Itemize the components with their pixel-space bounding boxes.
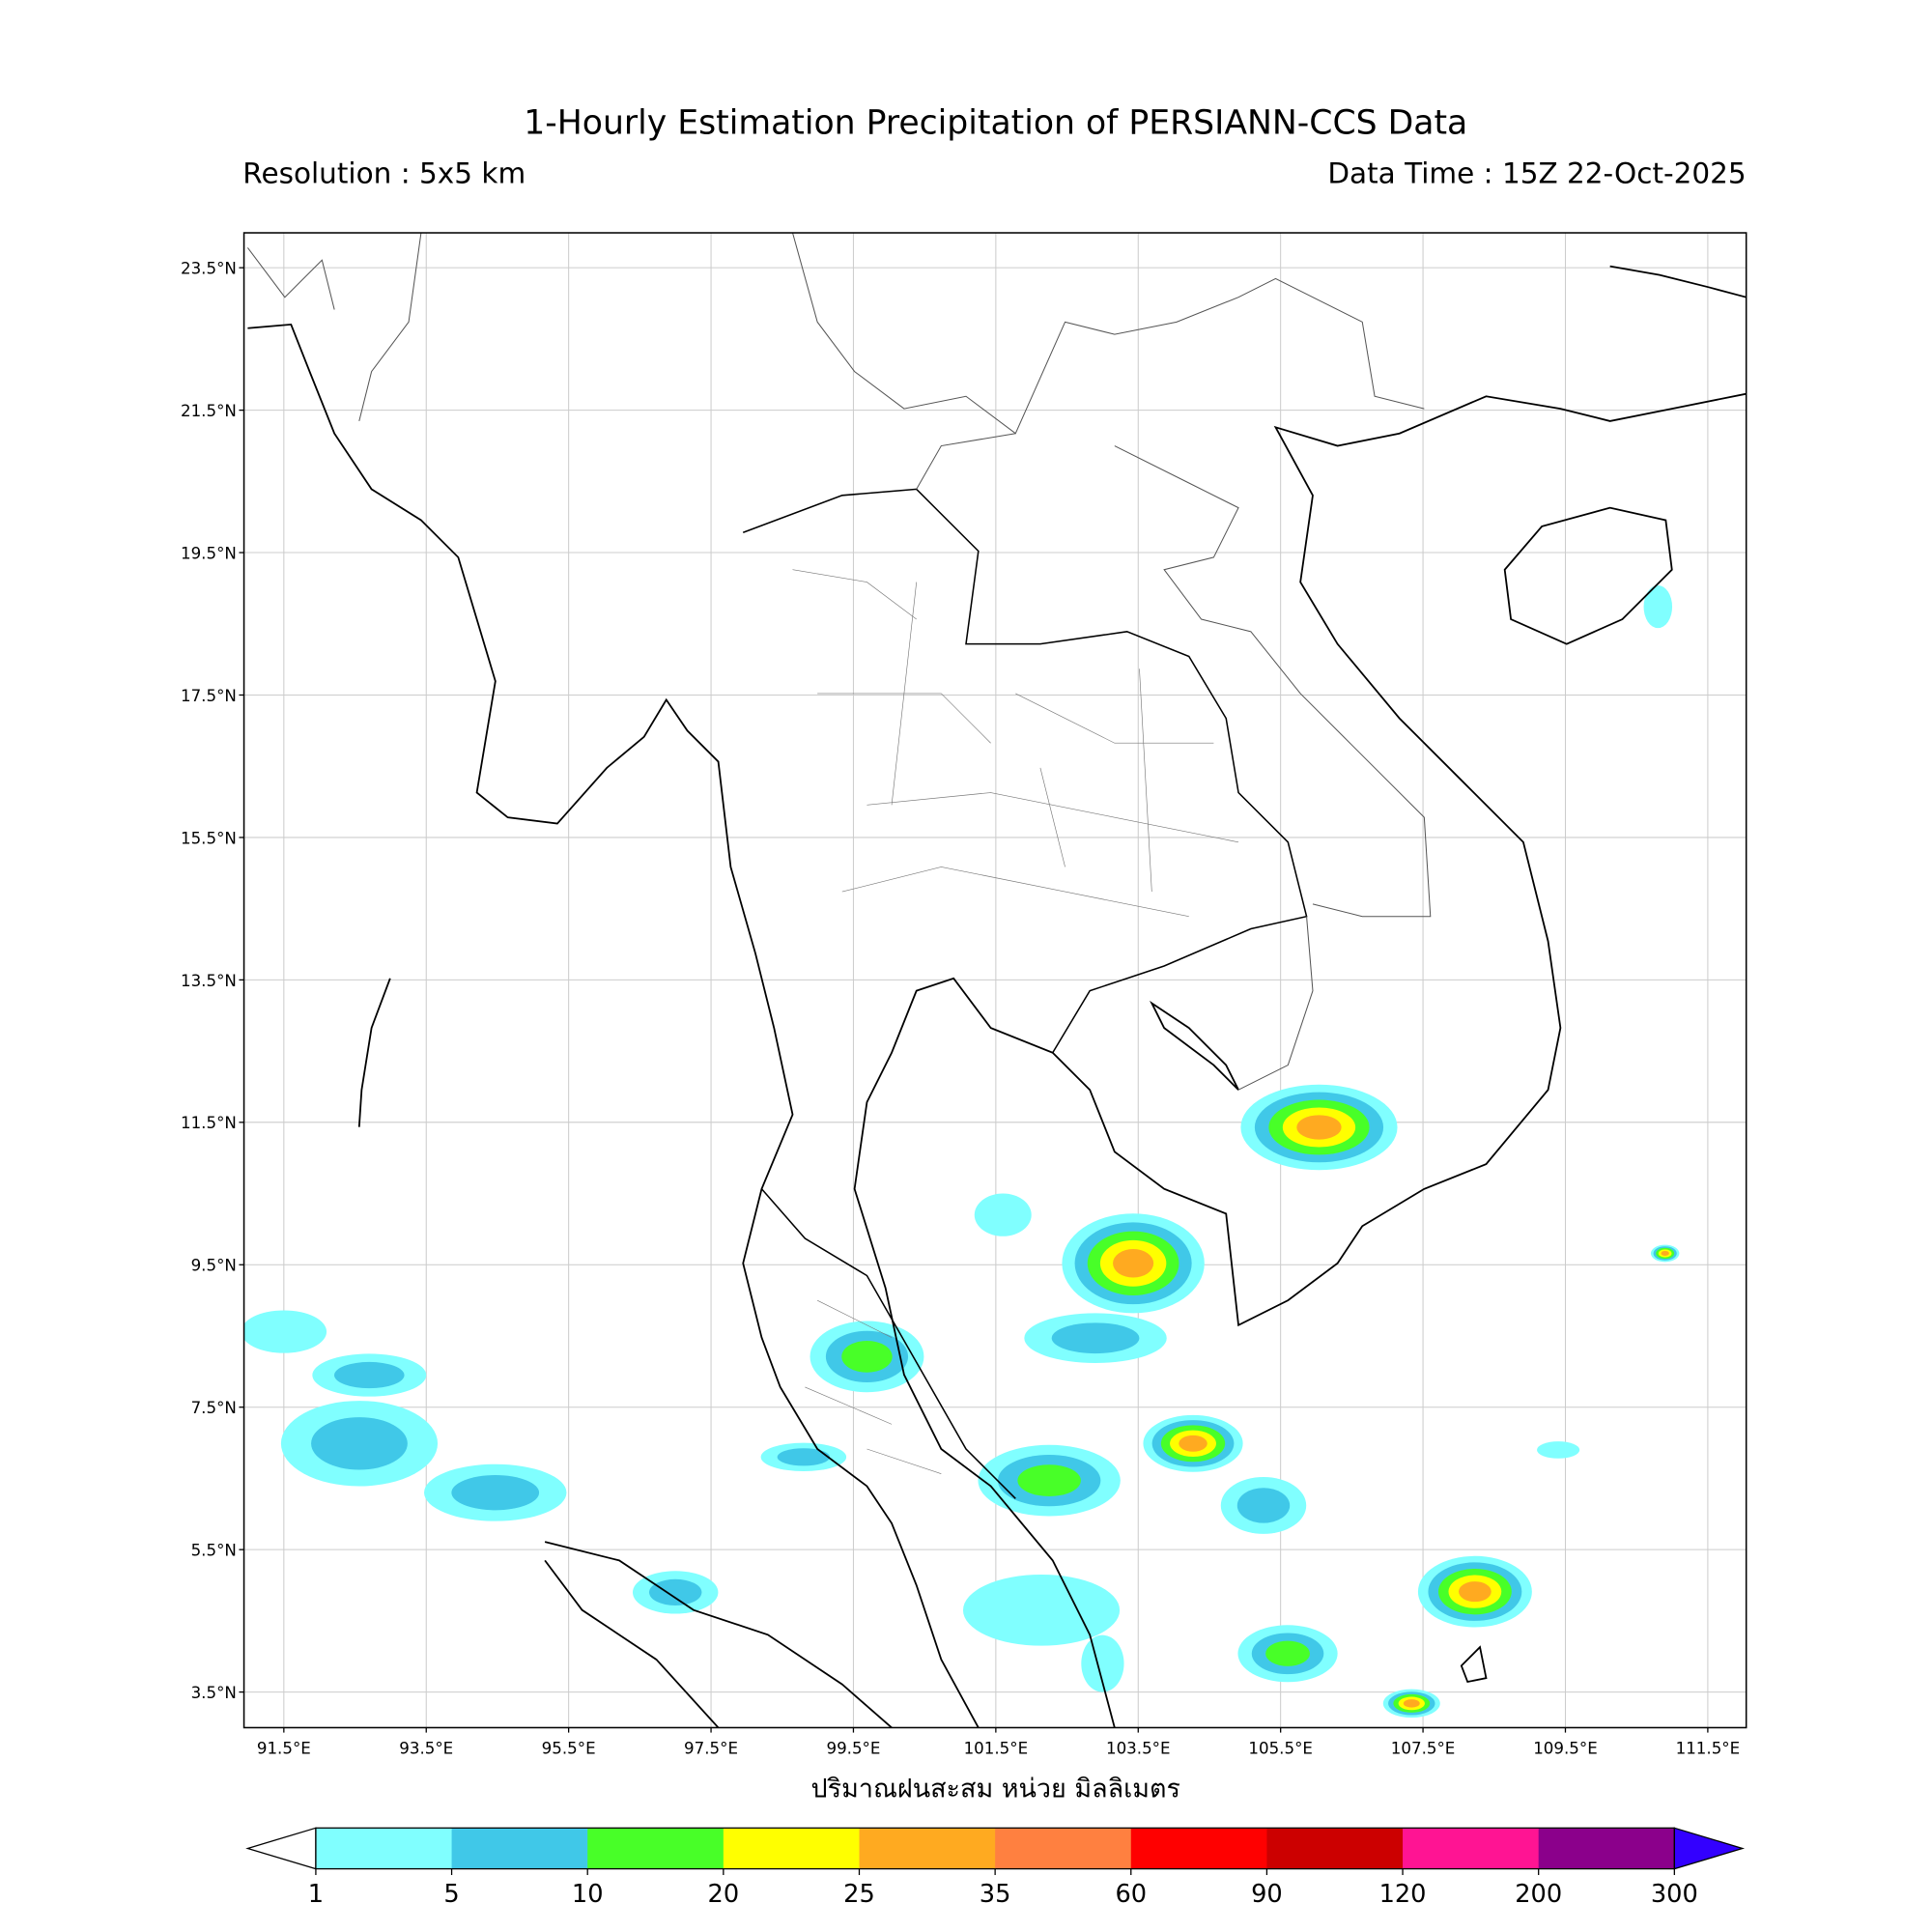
rain-cell [333, 1361, 405, 1389]
coast-south-china [1609, 265, 1747, 298]
rain-cell [243, 1310, 327, 1353]
rain-cell [1179, 1435, 1208, 1452]
colorbar-swatch [1266, 1828, 1404, 1869]
colorbar-tick-label: 10 [572, 1880, 604, 1909]
rain-cell [1459, 1581, 1492, 1603]
rain-cell [1081, 1634, 1124, 1692]
colorbar-tick-label: 35 [980, 1880, 1011, 1909]
colorbar-swatch [587, 1828, 724, 1869]
coast-borneo [1460, 1645, 1488, 1684]
x-tick-label: 95.5°E [542, 1739, 596, 1757]
x-tick-label: 103.5°E [1106, 1739, 1171, 1757]
x-tick-label: 101.5°E [964, 1739, 1029, 1757]
colorbar-swatch [1130, 1828, 1268, 1869]
y-tick-label: 21.5°N [181, 402, 237, 420]
x-tick-label: 93.5°E [399, 1739, 453, 1757]
y-tick-label: 3.5°N [191, 1684, 237, 1702]
rain-cell [1403, 1699, 1420, 1708]
rain-cell [1296, 1115, 1342, 1140]
rain-cell [311, 1417, 408, 1470]
rain-cell [1661, 1250, 1669, 1256]
coast-tonle-sap [1149, 1000, 1239, 1091]
rain-cell [841, 1340, 893, 1373]
coastlines [247, 265, 1747, 1728]
coast-gulf-of-thailand [853, 392, 1747, 1728]
coast-bay-of-bengal-west [247, 323, 980, 1728]
rain-cell [1236, 1488, 1291, 1523]
rain-cell [974, 1193, 1032, 1236]
x-tick-label: 91.5°E [257, 1739, 311, 1757]
graticule [243, 233, 1747, 1728]
y-tick-label: 15.5°N [181, 829, 237, 847]
colorbar-swatch [1403, 1828, 1540, 1869]
y-tick-label: 11.5°N [181, 1114, 237, 1132]
y-tick-label: 5.5°N [191, 1542, 237, 1560]
colorbar-tick-label: 25 [843, 1880, 875, 1909]
colorbar-tick-label: 60 [1115, 1880, 1147, 1909]
rain-cell [451, 1475, 540, 1511]
axis-ticks: 91.5°E 93.5°E 95.5°E 97.5°E 99.5°E 101.5°E 103… [181, 260, 1740, 1758]
country-borders [246, 233, 1432, 1499]
colorbar-tick-label: 90 [1251, 1880, 1283, 1909]
colorbar-tick-label: 20 [708, 1880, 740, 1909]
rain-cell [1051, 1322, 1140, 1354]
data-time-label: Data Time : 15Z 22-Oct-2025 [1327, 158, 1747, 191]
x-tick-label: 97.5°E [684, 1739, 738, 1757]
rain-cells [243, 584, 1680, 1719]
colorbar-tick-label: 200 [1515, 1880, 1562, 1909]
rain-cell [1265, 1640, 1310, 1666]
colorbar-tick-label: 300 [1651, 1880, 1698, 1909]
coast-hainan [1503, 506, 1673, 645]
rain-cell [1537, 1441, 1580, 1459]
rain-cell [777, 1448, 831, 1466]
colorbar-tick-label: 5 [443, 1880, 459, 1909]
province-lines [792, 569, 1239, 1474]
colorbar-swatch [995, 1828, 1132, 1869]
resolution-label: Resolution : 5x5 km [242, 158, 526, 191]
colorbar-swatch [1538, 1828, 1675, 1869]
colorbar-tick-label: 1 [308, 1880, 324, 1909]
y-tick-label: 23.5°N [181, 260, 237, 278]
x-tick-label: 99.5°E [826, 1739, 880, 1757]
y-tick-label: 13.5°N [181, 972, 237, 990]
y-tick-label: 19.5°N [181, 544, 237, 562]
colorbar-label: ปริมาณฝนสะสม หน่วย มิลลิเมตร [810, 1773, 1180, 1804]
colorbar-under-arrow [245, 1827, 317, 1870]
chart-title: 1-Hourly Estimation Precipitation of PER… [524, 103, 1468, 143]
x-tick-label: 107.5°E [1391, 1739, 1456, 1757]
rain-cell [1113, 1249, 1154, 1278]
border-thailand [742, 488, 1308, 1499]
border-indochina [246, 233, 1432, 1091]
rain-cell [648, 1578, 702, 1605]
x-tick-label: 105.5°E [1248, 1739, 1313, 1757]
colorbar-swatch [451, 1828, 588, 1869]
rain-cell [962, 1574, 1121, 1646]
colorbar: 1 5 10 20 25 35 60 90 120 200 300 [245, 1827, 1746, 1909]
rain-cell [1017, 1464, 1081, 1497]
y-tick-label: 7.5°N [191, 1399, 237, 1417]
coast-andaman [357, 978, 391, 1127]
colorbar-tick-label: 120 [1379, 1880, 1427, 1909]
colorbar-swatch [315, 1828, 453, 1869]
colorbar-swatch [723, 1828, 861, 1869]
y-tick-label: 9.5°N [191, 1257, 237, 1275]
coast-sumatra [544, 1541, 893, 1728]
x-tick-label: 111.5°E [1676, 1739, 1741, 1757]
x-tick-label: 109.5°E [1533, 1739, 1598, 1757]
colorbar-over-arrow [1673, 1827, 1746, 1870]
rain-cell [1643, 584, 1673, 629]
y-tick-label: 17.5°N [181, 687, 237, 705]
colorbar-swatch [859, 1828, 996, 1869]
